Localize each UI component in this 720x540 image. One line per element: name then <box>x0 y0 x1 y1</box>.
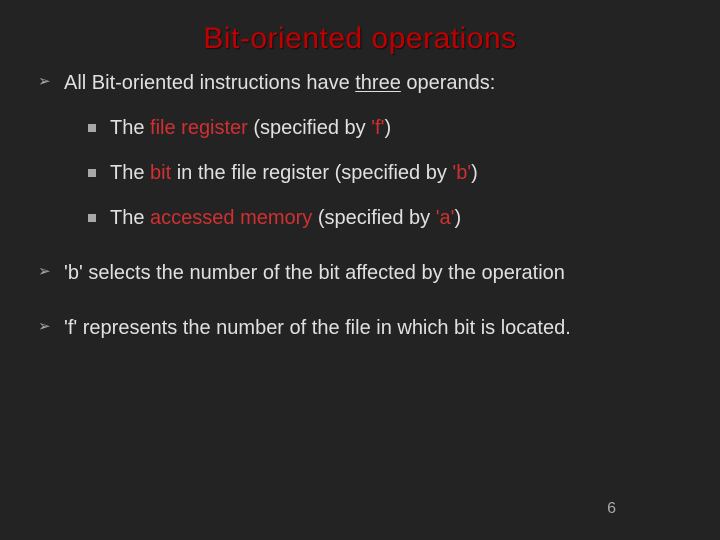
slide-title: Bit-oriented operations <box>28 22 692 56</box>
red-text: bit <box>150 162 171 184</box>
underline-three: three <box>355 72 401 94</box>
sub-bullet-list: The file register (specified by 'f') The… <box>64 115 692 232</box>
text: ) <box>454 207 461 229</box>
bullet-f-represents: 'f' represents the number of the file in… <box>38 315 692 342</box>
text: (specified by <box>312 207 435 229</box>
red-text: 'f' <box>371 117 384 139</box>
sub-bullet-file-register: The file register (specified by 'f') <box>88 115 692 142</box>
text: The <box>110 117 150 139</box>
slide: Bit-oriented operations All Bit-oriented… <box>0 0 720 540</box>
red-text: 'a' <box>436 207 455 229</box>
text: All Bit-oriented instructions have <box>64 72 355 94</box>
text: 'f' represents the number of the file in… <box>64 317 571 339</box>
text: operands: <box>401 72 496 94</box>
text: 'b' selects the number of the bit affect… <box>64 262 565 284</box>
text: The <box>110 162 150 184</box>
bullet-operands: All Bit-oriented instructions have three… <box>38 70 692 232</box>
red-text: 'b' <box>452 162 471 184</box>
text: The <box>110 207 150 229</box>
text: (specified by <box>248 117 371 139</box>
red-text: file register <box>150 117 248 139</box>
bullet-list: All Bit-oriented instructions have three… <box>28 70 692 342</box>
page-number: 6 <box>607 500 616 518</box>
sub-bullet-accessed-memory: The accessed memory (specified by 'a') <box>88 205 692 232</box>
red-text: accessed memory <box>150 207 312 229</box>
text: ) <box>471 162 478 184</box>
text: in the file register (specified by <box>171 162 452 184</box>
bullet-b-selects: 'b' selects the number of the bit affect… <box>38 260 692 287</box>
text: ) <box>384 117 391 139</box>
sub-bullet-bit: The bit in the file register (specified … <box>88 160 692 187</box>
